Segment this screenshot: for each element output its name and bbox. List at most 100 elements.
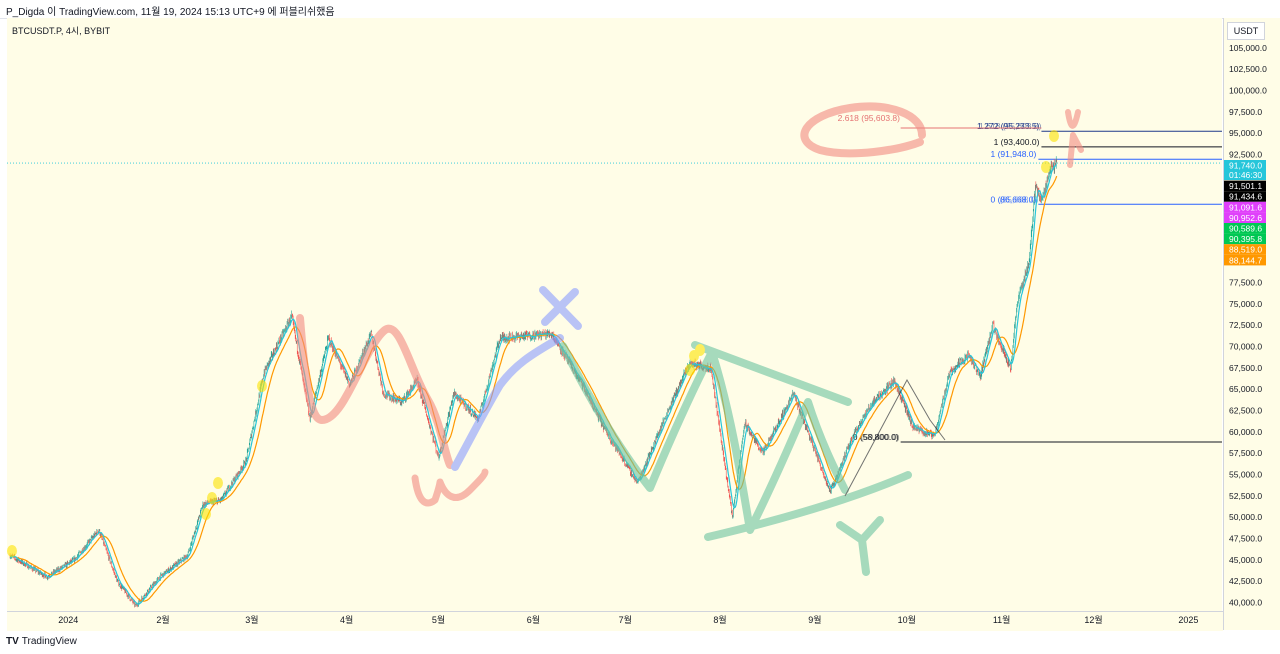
y-tick-label: 40,000.0 [1229,597,1262,607]
tradingview-logo[interactable]: TV TradingView [6,636,77,647]
y-tick-label: 60,000.0 [1229,427,1262,437]
drawings [7,102,1084,576]
target-circle-drawing [800,102,926,158]
x-tick-label: 7월 [619,614,632,625]
y-tick-label: 77,500.0 [1229,278,1262,288]
price-badges: 91,740.001:46:3091,501.191,434.691,091.6… [1224,160,1266,266]
moving-averages [9,164,1058,605]
fib-level-label: 0 (86,668.0) [991,194,1037,204]
y-tick-label: 95,000.0 [1229,128,1262,138]
x-mark-drawing [539,286,582,330]
fib-levels: 1.272 (95,233.5)1.618 (95,603.8) 1 (93,40… [7,113,1222,443]
triangle-bottom-drawing [704,471,912,541]
y-tick-label: 67,500.0 [1229,363,1262,373]
x-tick-label: 9월 [808,614,821,625]
price-badge [1224,254,1266,266]
arrow-drawing-red [1065,109,1084,168]
moving-average-teal [9,164,1058,605]
y-tick-label: 47,500.0 [1229,533,1262,543]
x-tick-label: 8월 [713,614,726,625]
fib-level-label: 1 (91,948.0) [991,149,1037,159]
fib-level-label: 2.618 (95,603.8) [838,113,901,123]
tradingview-wordmark: TradingView [21,636,77,647]
y-mark-drawing [836,516,884,576]
symbol-label: BTCUSDT.P, 4시, BYBIT [12,26,111,36]
marker-dot [207,492,217,504]
x-tick-labels: 2024 2월 3월 4월 5월 6월 7월 8월 9월 10월 11월 12월 2025 [58,614,1198,625]
price-badge [1224,233,1266,245]
price-badge-label: 91,740.0 [1229,161,1262,171]
price-badge [1224,180,1266,192]
y-tick-label: 97,500.0 [1229,107,1262,117]
marker-dot [1049,130,1059,142]
y-tick-label: 92,500.0 [1229,150,1262,160]
price-badge-label: 88,144.7 [1229,255,1262,265]
price-badge-label: 91,501.1 [1229,181,1262,191]
fib-level-label: 0 (58,800.0) [853,432,899,442]
y-tick-label: 52,500.0 [1229,491,1262,501]
w-mark-drawing [411,468,489,507]
x-tick-label: 3월 [245,614,258,625]
x-tick-label: 4월 [340,614,353,625]
y-tick-label: 75,000.0 [1229,299,1262,309]
candles [9,156,1058,608]
y-tick-label: 62,500.0 [1229,405,1262,415]
x-tick-label: 12월 [1084,614,1102,625]
publish-caption: P_Digda 이 TradingView.com, 11월 19, 2024 … [6,7,335,18]
marker-dot [213,477,223,489]
fib-level-label-overlap: (85,668.0) [1000,194,1039,204]
y-tick-label: 102,500.0 [1229,64,1267,74]
x-tick-label: 2월 [156,614,169,625]
x-tick-label: 2024 [58,615,78,625]
y-tick-label: 100,000.0 [1229,86,1267,96]
y-tick-labels: 105,000.0 102,500.0 100,000.0 97,500.0 95,00… [1229,43,1267,608]
triangle-top-drawing [691,341,852,406]
marker-dot [201,508,211,520]
x-tick-label: 11월 [993,614,1011,625]
y-tick-label: 105,000.0 [1229,43,1267,53]
price-badge [1224,201,1266,213]
price-badge-countdown: 01:46:30 [1229,170,1262,180]
time-axis[interactable] [7,611,1223,631]
currency-unit[interactable]: USDT [1227,22,1265,40]
x-tick-label: 10월 [898,614,916,625]
marker-dot [1041,161,1051,173]
price-badge [1224,212,1266,223]
fib-level-label: 1 (93,400.0) [994,137,1040,147]
price-badge-label: 90,395.8 [1229,234,1262,244]
y-tick-label: 45,000.0 [1229,555,1262,565]
fib-level-label: 1.272 (95,233.5) [977,121,1040,131]
y-tick-label: 70,000.0 [1229,341,1262,351]
marker-dot [257,380,267,392]
y-tick-label: 57,500.0 [1229,448,1262,458]
y-tick-label: 55,000.0 [1229,469,1262,479]
marker-dot [685,364,695,376]
y-tick-label: 65,000.0 [1229,384,1262,394]
y-tick-label: 72,500.0 [1229,320,1262,330]
price-axis[interactable] [1223,18,1280,630]
wave-drawing-blue [451,334,564,471]
x-tick-label: 2025 [1178,615,1198,625]
y-tick-label: 42,500.0 [1229,576,1262,586]
price-badge [1224,160,1266,180]
tv-logo-icon: TV [6,636,19,647]
marker-dot [695,344,705,356]
price-badge-label: 90,952.6 [1229,213,1262,223]
trendline-black [844,378,946,497]
x-tick-label: 5월 [432,614,445,625]
fib-level-label-overlap: 1.618 (95,603.8) [979,121,1042,131]
price-badge-label: 91,434.6 [1229,192,1262,202]
marker-dot [7,545,17,557]
y-tick-label: 50,000.0 [1229,512,1262,522]
price-badge-label: 91,091.6 [1229,202,1262,212]
wave-drawing-red [296,314,454,469]
fib-level-label-overlap: (59,400.0) [861,432,900,442]
price-badge-label: 88,519.0 [1229,245,1262,255]
x-tick-label: 6월 [527,614,540,625]
price-badge [1224,244,1266,255]
price-badge [1224,191,1266,202]
price-badge-label: 90,589.6 [1229,224,1262,234]
price-badge [1224,223,1266,234]
wave-drawing-green [559,342,849,534]
